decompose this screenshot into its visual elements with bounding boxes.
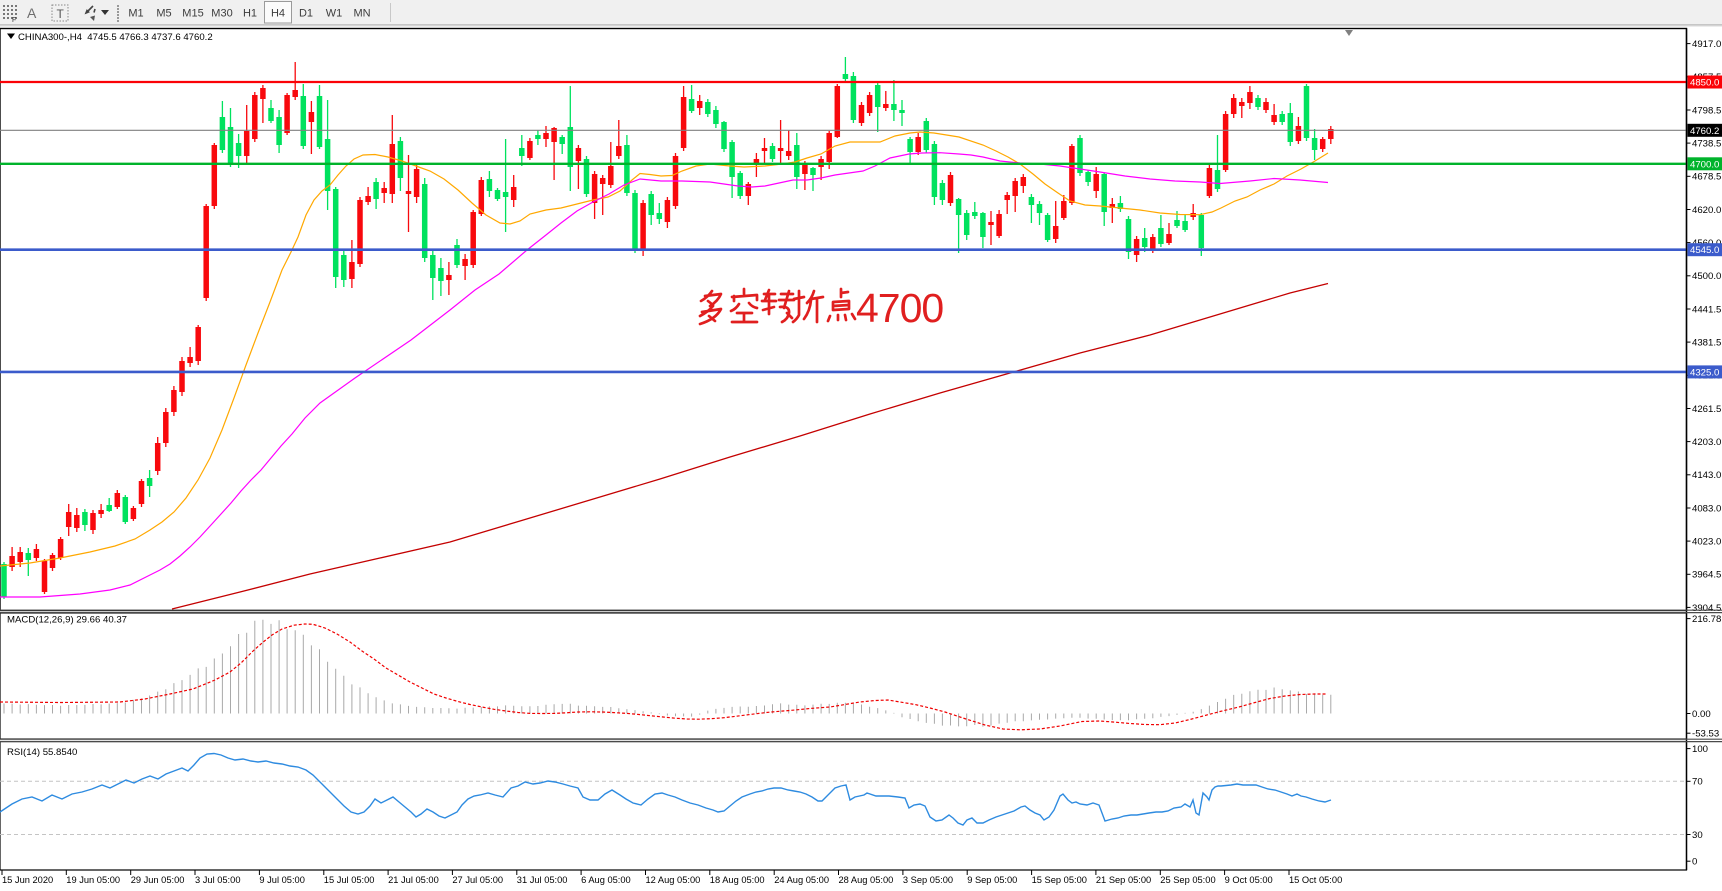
svg-text:9 Oct 05:00: 9 Oct 05:00 [1225, 875, 1273, 885]
svg-text:30: 30 [1692, 830, 1703, 841]
svg-text:H1: H1 [243, 8, 257, 20]
svg-text:9 Jul 05:00: 9 Jul 05:00 [259, 875, 305, 885]
svg-text:W1: W1 [326, 8, 343, 20]
svg-text:19 Jun 05:00: 19 Jun 05:00 [66, 875, 120, 885]
svg-text:18 Aug 05:00: 18 Aug 05:00 [710, 875, 765, 885]
svg-text:M30: M30 [211, 8, 232, 20]
svg-text:4678.5: 4678.5 [1692, 172, 1721, 183]
svg-text:D1: D1 [299, 8, 313, 20]
svg-text:M5: M5 [156, 8, 171, 20]
svg-text:6 Aug 05:00: 6 Aug 05:00 [581, 875, 631, 885]
svg-text:4738.5: 4738.5 [1692, 139, 1721, 150]
svg-text:28 Aug 05:00: 28 Aug 05:00 [839, 875, 894, 885]
svg-text:4261.5: 4261.5 [1692, 404, 1721, 415]
svg-text:4203.0: 4203.0 [1692, 437, 1721, 448]
svg-text:4760.2: 4760.2 [1690, 126, 1719, 137]
svg-text:3 Sep 05:00: 3 Sep 05:00 [903, 875, 953, 885]
svg-text:M15: M15 [182, 8, 203, 20]
svg-text:RSI(14) 55.8540: RSI(14) 55.8540 [7, 747, 77, 758]
svg-text:29 Jun 05:00: 29 Jun 05:00 [131, 875, 185, 885]
svg-text:4620.0: 4620.0 [1692, 205, 1721, 216]
svg-text:4700: 4700 [856, 285, 943, 331]
svg-text:15 Jul 05:00: 15 Jul 05:00 [324, 875, 375, 885]
svg-text:15 Oct 05:00: 15 Oct 05:00 [1289, 875, 1342, 885]
svg-text:MN: MN [353, 8, 370, 20]
svg-text:0: 0 [1692, 857, 1697, 868]
svg-text:0.00: 0.00 [1692, 709, 1711, 720]
svg-text:12 Aug 05:00: 12 Aug 05:00 [646, 875, 701, 885]
svg-text:31 Jul 05:00: 31 Jul 05:00 [517, 875, 568, 885]
svg-text:25 Sep 05:00: 25 Sep 05:00 [1160, 875, 1215, 885]
svg-text:9 Sep 05:00: 9 Sep 05:00 [967, 875, 1017, 885]
svg-text:MACD(12,26,9) 29.66 40.37: MACD(12,26,9) 29.66 40.37 [7, 615, 127, 626]
svg-text:21 Jul 05:00: 21 Jul 05:00 [388, 875, 439, 885]
svg-text:15 Sep 05:00: 15 Sep 05:00 [1032, 875, 1087, 885]
svg-text:4700.0: 4700.0 [1690, 159, 1719, 170]
svg-text:3964.5: 3964.5 [1692, 570, 1721, 581]
svg-text:4023.0: 4023.0 [1692, 537, 1721, 548]
svg-text:CHINA300-,H4 4745.5 4766.3 47: CHINA300-,H4 4745.5 4766.3 4737.6 4760.2 [18, 32, 213, 43]
svg-text:A: A [27, 5, 37, 21]
svg-text:4083.0: 4083.0 [1692, 503, 1721, 514]
svg-text:4917.0: 4917.0 [1692, 39, 1721, 50]
svg-text:24 Aug 05:00: 24 Aug 05:00 [774, 875, 829, 885]
svg-text:3904.5: 3904.5 [1692, 603, 1721, 614]
svg-text:4441.5: 4441.5 [1692, 304, 1721, 315]
svg-text:15 Jun 2020: 15 Jun 2020 [2, 875, 53, 885]
svg-text:3 Jul 05:00: 3 Jul 05:00 [195, 875, 241, 885]
svg-text:70: 70 [1692, 777, 1703, 788]
svg-text:-53.53: -53.53 [1692, 729, 1719, 740]
svg-text:H4: H4 [271, 8, 285, 20]
svg-text:4798.5: 4798.5 [1692, 105, 1721, 116]
svg-text:4381.5: 4381.5 [1692, 338, 1721, 349]
svg-text:27 Jul 05:00: 27 Jul 05:00 [452, 875, 503, 885]
svg-text:21 Sep 05:00: 21 Sep 05:00 [1096, 875, 1151, 885]
svg-text:4325.0: 4325.0 [1690, 367, 1719, 378]
svg-text:216.78: 216.78 [1692, 614, 1721, 625]
svg-text:4850.0: 4850.0 [1690, 78, 1719, 89]
svg-text:100: 100 [1692, 744, 1708, 755]
svg-text:4545.0: 4545.0 [1690, 245, 1719, 256]
svg-text:T: T [57, 7, 65, 21]
svg-text:4500.0: 4500.0 [1692, 271, 1721, 282]
svg-text:F: F [12, 17, 16, 24]
svg-text:M1: M1 [128, 8, 143, 20]
svg-text:4143.0: 4143.0 [1692, 470, 1721, 481]
